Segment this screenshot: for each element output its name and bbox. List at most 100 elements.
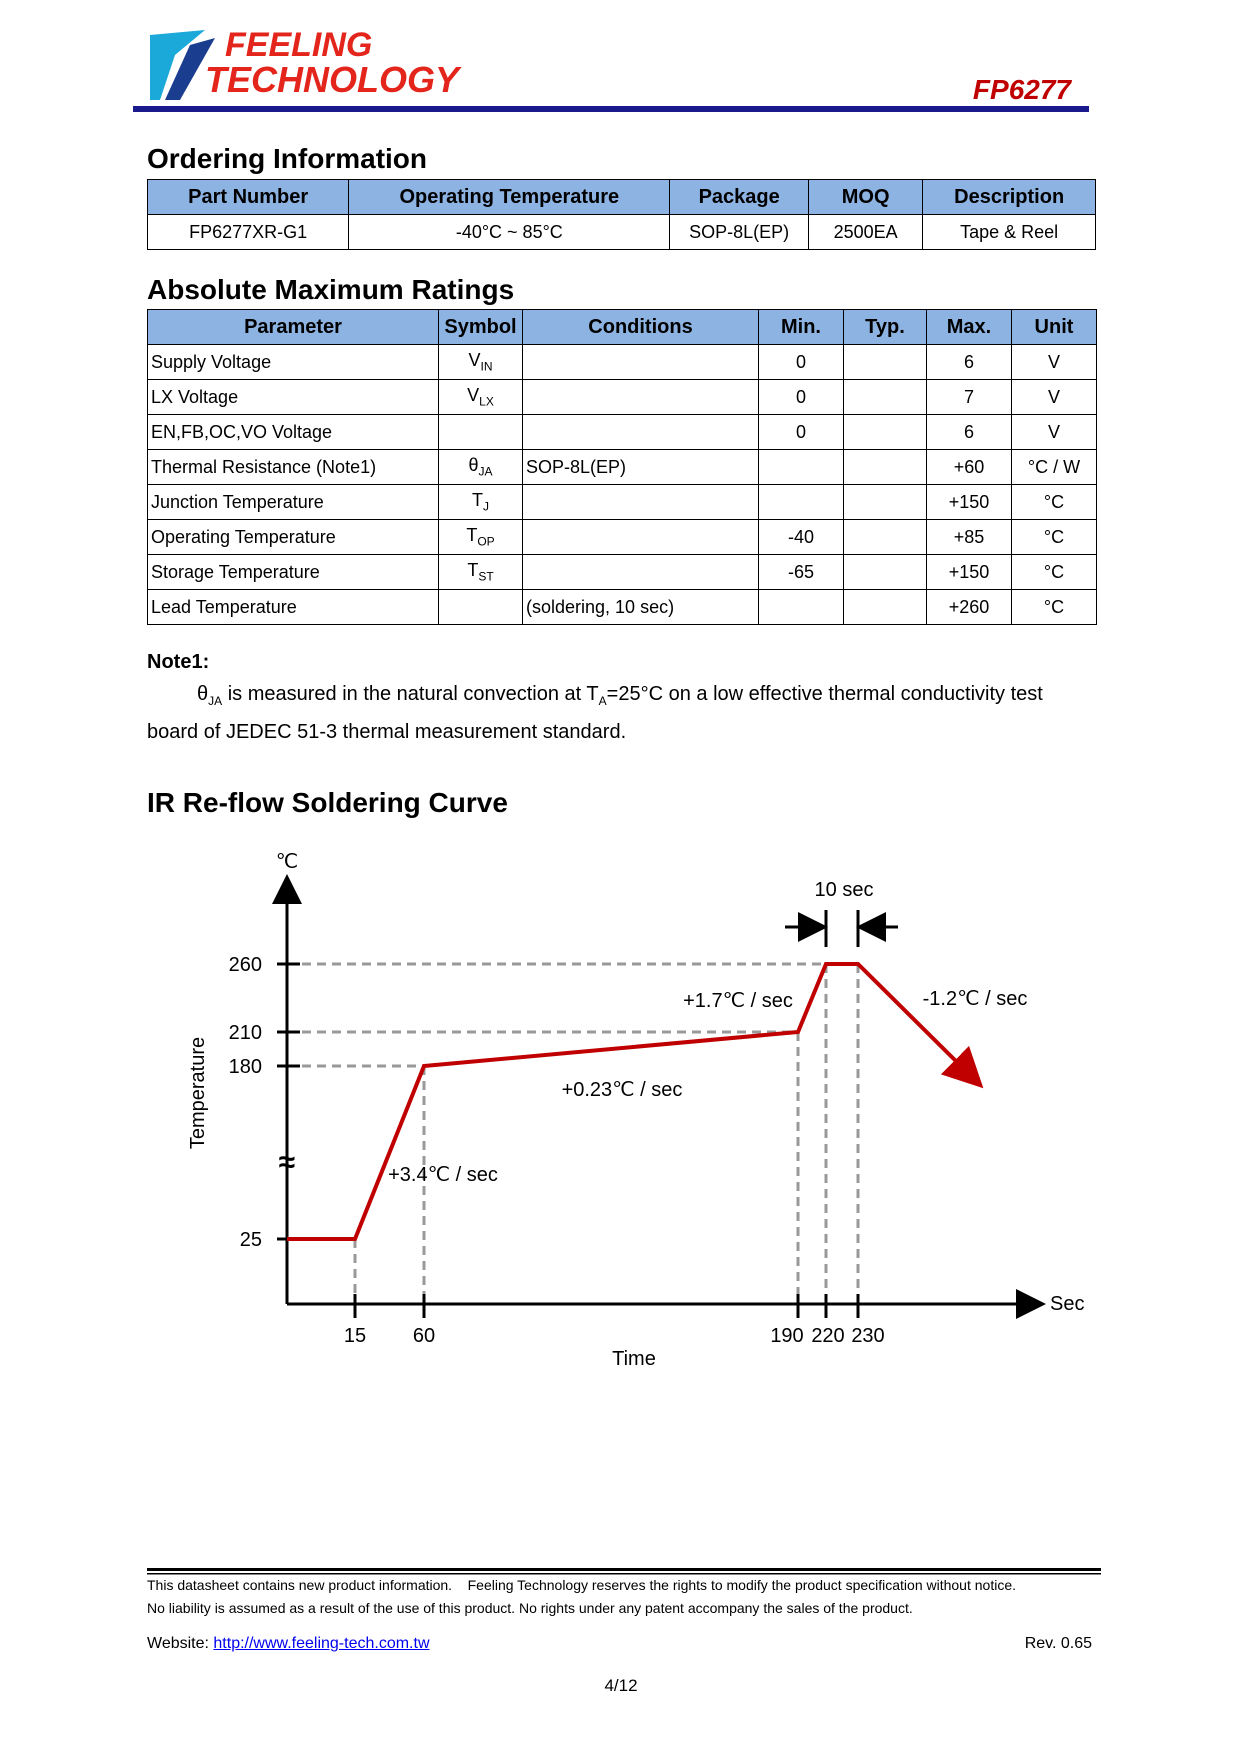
symbol: V bbox=[467, 385, 480, 406]
table-cell: VIN bbox=[438, 344, 523, 380]
logo-mark bbox=[165, 38, 215, 100]
table-cell: 6 bbox=[926, 344, 1012, 380]
table-cell: +85 bbox=[926, 519, 1012, 555]
table-cell: -40°C ~ 85°C bbox=[348, 214, 671, 250]
table-cell: +60 bbox=[926, 449, 1012, 485]
table-cell bbox=[522, 519, 759, 555]
table-cell: SOP-8L(EP) bbox=[669, 214, 809, 250]
table-cell: 0 bbox=[758, 379, 844, 415]
table-cell: Tape & Reel bbox=[922, 214, 1096, 250]
table-cell: 0 bbox=[758, 414, 844, 450]
column-header: Symbol bbox=[438, 309, 523, 345]
table-cell: Thermal Resistance (Note1) bbox=[147, 449, 439, 485]
column-header: Min. bbox=[758, 309, 844, 345]
table-cell bbox=[758, 484, 844, 520]
logo-mark bbox=[150, 30, 205, 100]
table-row: Thermal Resistance (Note1) θJA SOP-8L(EP) +… bbox=[147, 449, 1097, 485]
x-tick-label: 190 bbox=[770, 1325, 803, 1347]
table-cell: 2500EA bbox=[807, 214, 924, 250]
header-row: Part Number Operating Temperature Package M… bbox=[146, 179, 1096, 215]
table-cell: SOP-8L(EP) bbox=[522, 449, 759, 485]
table-cell bbox=[843, 589, 927, 625]
table-cell: V bbox=[1011, 414, 1097, 450]
footer-text: Website: http://www.feeling-tech.com.tw bbox=[147, 1635, 430, 1653]
table-cell: FP6277XR-G1 bbox=[146, 214, 350, 250]
table-row: EN,FB,OC,VO Voltage 0 6 V bbox=[147, 414, 1097, 450]
table-cell bbox=[758, 449, 844, 485]
table-cell bbox=[522, 379, 759, 415]
x-tick-label: 60 bbox=[413, 1325, 435, 1347]
column-header: Package bbox=[669, 179, 809, 215]
note-text: board of JEDEC 51-3 thermal measurement … bbox=[147, 721, 627, 743]
table-cell: -40 bbox=[758, 519, 844, 555]
footer-text: This datasheet contains new product info… bbox=[147, 1577, 1016, 1593]
y-unit: ℃ bbox=[276, 851, 298, 873]
slope-label: +1.7℃ / sec bbox=[683, 990, 793, 1012]
table-cell bbox=[843, 379, 927, 415]
table-cell bbox=[843, 414, 927, 450]
x-tick-label: 220 bbox=[811, 1325, 844, 1347]
column-header: Conditions bbox=[522, 309, 759, 345]
header-rule bbox=[133, 106, 1089, 112]
table-cell: +150 bbox=[926, 484, 1012, 520]
table-cell bbox=[843, 449, 927, 485]
table-cell: LX Voltage bbox=[147, 379, 439, 415]
table-cell: TOP bbox=[438, 519, 523, 555]
website-link[interactable]: http://www.feeling-tech.com.tw bbox=[213, 1635, 430, 1652]
window-label: 10 sec bbox=[815, 879, 874, 901]
note-title: Note1: bbox=[147, 651, 210, 673]
x-tick-label: 15 bbox=[344, 1325, 366, 1347]
table-cell: +150 bbox=[926, 554, 1012, 590]
table-cell bbox=[843, 554, 927, 590]
text: θ bbox=[197, 683, 209, 705]
x-tick-label: 230 bbox=[851, 1325, 884, 1347]
column-header: Typ. bbox=[843, 309, 927, 345]
symbol: θ bbox=[468, 455, 479, 476]
table-cell: +260 bbox=[926, 589, 1012, 625]
table-cell bbox=[843, 519, 927, 555]
table-cell: 6 bbox=[926, 414, 1012, 450]
symbol-sub: LX bbox=[479, 394, 494, 409]
axis-break: ≈ bbox=[279, 1146, 295, 1179]
text: Website: bbox=[147, 1635, 214, 1652]
slope-label: -1.2℃ / sec bbox=[923, 988, 1028, 1010]
table-cell: VLX bbox=[438, 379, 523, 415]
symbol: T bbox=[466, 525, 478, 546]
reflow-curve bbox=[287, 962, 984, 1241]
table-cell: °C / W bbox=[1011, 449, 1097, 485]
section-title: Absolute Maximum Ratings bbox=[147, 274, 515, 305]
table-cell bbox=[438, 414, 523, 450]
footer-rule bbox=[147, 1573, 1101, 1575]
column-header: Parameter bbox=[147, 309, 439, 345]
page-number: 4/12 bbox=[604, 1676, 638, 1695]
y-tick-label: 180 bbox=[229, 1056, 262, 1078]
text: A bbox=[598, 694, 607, 708]
table-cell: Lead Temperature bbox=[147, 589, 439, 625]
table-cell: 0 bbox=[758, 344, 844, 380]
symbol-sub: ST bbox=[478, 569, 494, 584]
footer-rule bbox=[147, 1568, 1101, 1571]
guides bbox=[287, 962, 860, 1304]
y-axis-label: Temperature bbox=[187, 1037, 209, 1149]
text: =25°C on a low effective thermal conduct… bbox=[606, 683, 1043, 705]
table-cell: °C bbox=[1011, 484, 1097, 520]
table-cell: °C bbox=[1011, 519, 1097, 555]
symbol: T bbox=[467, 560, 479, 581]
table-cell bbox=[522, 554, 759, 590]
x-axis-label: Time bbox=[612, 1348, 656, 1370]
symbol-sub: OP bbox=[477, 534, 495, 549]
table-cell: V bbox=[1011, 379, 1097, 415]
ratings-table: Parameter Symbol Conditions Min. Typ. Max. Uni… bbox=[147, 309, 1097, 625]
table-cell: Supply Voltage bbox=[147, 344, 439, 380]
slope-label: +0.23℃ / sec bbox=[562, 1079, 683, 1101]
table-cell bbox=[522, 484, 759, 520]
symbol-sub: JA bbox=[478, 464, 493, 479]
table-row: Supply Voltage VIN 0 6 V bbox=[147, 344, 1097, 380]
column-header: Part Number bbox=[146, 179, 350, 215]
symbol: V bbox=[468, 350, 481, 371]
column-header: Unit bbox=[1011, 309, 1097, 345]
y-tick-label: 210 bbox=[229, 1022, 262, 1044]
part-number: FP6277 bbox=[973, 74, 1072, 105]
